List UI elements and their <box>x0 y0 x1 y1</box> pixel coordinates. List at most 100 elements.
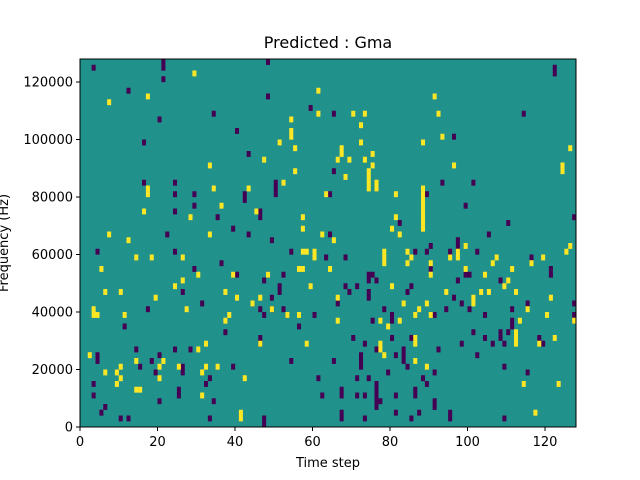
heatmap-cell-high <box>312 254 317 261</box>
heatmap-cell-high <box>541 254 546 261</box>
heatmap-cell-low <box>262 421 267 428</box>
heatmap-cell-high <box>537 340 542 347</box>
heatmap-cell-low <box>397 220 402 226</box>
heatmap-cell-high <box>161 358 166 364</box>
heatmap-cell-high <box>196 346 201 353</box>
heatmap-cell-low <box>424 248 429 255</box>
heatmap-cell-low <box>339 415 344 422</box>
x-tick-label: 80 <box>382 435 399 450</box>
heatmap-cell-low <box>525 300 530 307</box>
heatmap-cell-low <box>467 306 472 313</box>
heatmap-cell-high <box>455 248 460 255</box>
heatmap-cell-high <box>390 283 395 290</box>
heatmap-cell-high <box>428 260 433 267</box>
heatmap-cell-low <box>118 415 123 422</box>
heatmap-cell-low <box>366 277 371 284</box>
heatmap-cell-high <box>300 266 305 272</box>
heatmap-cell-high <box>552 335 557 341</box>
heatmap-cell-low <box>242 191 247 198</box>
heatmap-cell-high <box>188 214 193 221</box>
x-axis-label: Time step <box>295 456 360 471</box>
heatmap-cell-high <box>401 300 406 307</box>
heatmap-cell-low <box>99 409 104 416</box>
heatmap-cell-high <box>417 306 422 313</box>
heatmap-cell-low <box>95 358 100 364</box>
heatmap-cell-low <box>331 110 336 117</box>
heatmap-cell-low <box>448 409 453 416</box>
heatmap-cell-low <box>417 409 422 416</box>
heatmap-cell-low <box>370 317 375 324</box>
heatmap-cell-low <box>393 409 398 416</box>
heatmap-cell-high <box>122 312 127 318</box>
heatmap-cell-low <box>483 335 488 341</box>
heatmap-cell-high <box>366 168 371 175</box>
heatmap-cell-high <box>390 225 395 232</box>
heatmap-cell-low <box>448 415 453 422</box>
heatmap-cell-low <box>393 352 398 359</box>
heatmap-cell-low <box>413 386 418 393</box>
heatmap-cell-high <box>339 145 344 152</box>
heatmap-cell-high <box>118 363 123 370</box>
heatmap-cell-low <box>355 283 360 290</box>
heatmap-cell-low <box>149 358 154 364</box>
heatmap-cell-low <box>401 346 406 353</box>
heatmap-cell-high <box>421 214 426 221</box>
heatmap-cell-high <box>432 93 437 100</box>
heatmap-cell-high <box>517 317 522 324</box>
plot-area <box>79 58 577 428</box>
heatmap-cell-high <box>370 162 375 169</box>
heatmap-cell-high <box>351 110 356 117</box>
heatmap-cell-low <box>529 254 534 261</box>
heatmap-cell-low <box>328 231 333 238</box>
heatmap-cell-high <box>289 116 294 123</box>
heatmap-cell-low <box>122 323 127 330</box>
heatmap-cell-low <box>207 375 212 382</box>
heatmap-cell-low <box>157 116 162 123</box>
heatmap-cell-low <box>374 381 379 387</box>
heatmap-cell-low <box>498 329 503 336</box>
heatmap-cell-high <box>421 185 426 192</box>
heatmap-cell-low <box>455 237 460 244</box>
heatmap-cell-low <box>173 248 178 255</box>
heatmap-cell-low <box>258 214 263 221</box>
heatmap-cell-low <box>409 335 414 341</box>
heatmap-cell-low <box>289 248 294 255</box>
heatmap-cell-low <box>366 294 371 301</box>
heatmap-cell-high <box>486 289 491 295</box>
heatmap-cell-low <box>359 363 364 370</box>
heatmap-cell-high <box>413 335 418 341</box>
heatmap-cell-high <box>87 352 92 359</box>
heatmap-cell-high <box>471 300 476 307</box>
heatmap-cell-low <box>359 358 364 364</box>
heatmap-cell-high <box>180 277 185 284</box>
heatmap-cell-low <box>246 151 251 157</box>
heatmap-cell-low <box>471 329 476 336</box>
heatmap-cell-high <box>560 168 565 175</box>
y-tick-label: 40000 <box>32 306 73 321</box>
heatmap-cell-high <box>514 335 519 341</box>
y-tick-label: 0 <box>65 421 73 436</box>
heatmap-cell-low <box>269 237 274 244</box>
heatmap-cell-high <box>184 306 189 313</box>
heatmap-cell-low <box>409 283 414 290</box>
heatmap-cell-high <box>359 139 364 146</box>
heatmap-cell-low <box>502 415 507 422</box>
heatmap-cell-high <box>300 248 305 255</box>
heatmap-cell-low <box>173 208 178 215</box>
heatmap-cell-low <box>192 202 197 209</box>
heatmap-cell-low <box>374 398 379 405</box>
heatmap-cell-low <box>359 352 364 359</box>
heatmap-cell-high <box>359 122 364 129</box>
heatmap-cell-high <box>428 271 433 278</box>
heatmap-cell-high <box>370 151 375 157</box>
heatmap-cell-high <box>304 248 309 255</box>
heatmap-cell-high <box>533 409 538 416</box>
heatmap-cell-low <box>211 110 216 117</box>
heatmap-cell-high <box>471 294 476 301</box>
heatmap-cell-low <box>390 335 395 341</box>
heatmap-cell-high <box>490 260 495 267</box>
heatmap-cell-low <box>173 191 178 198</box>
heatmap-cell-low <box>161 64 166 71</box>
heatmap-cell-low <box>572 214 577 221</box>
heatmap-cell-low <box>161 76 166 83</box>
